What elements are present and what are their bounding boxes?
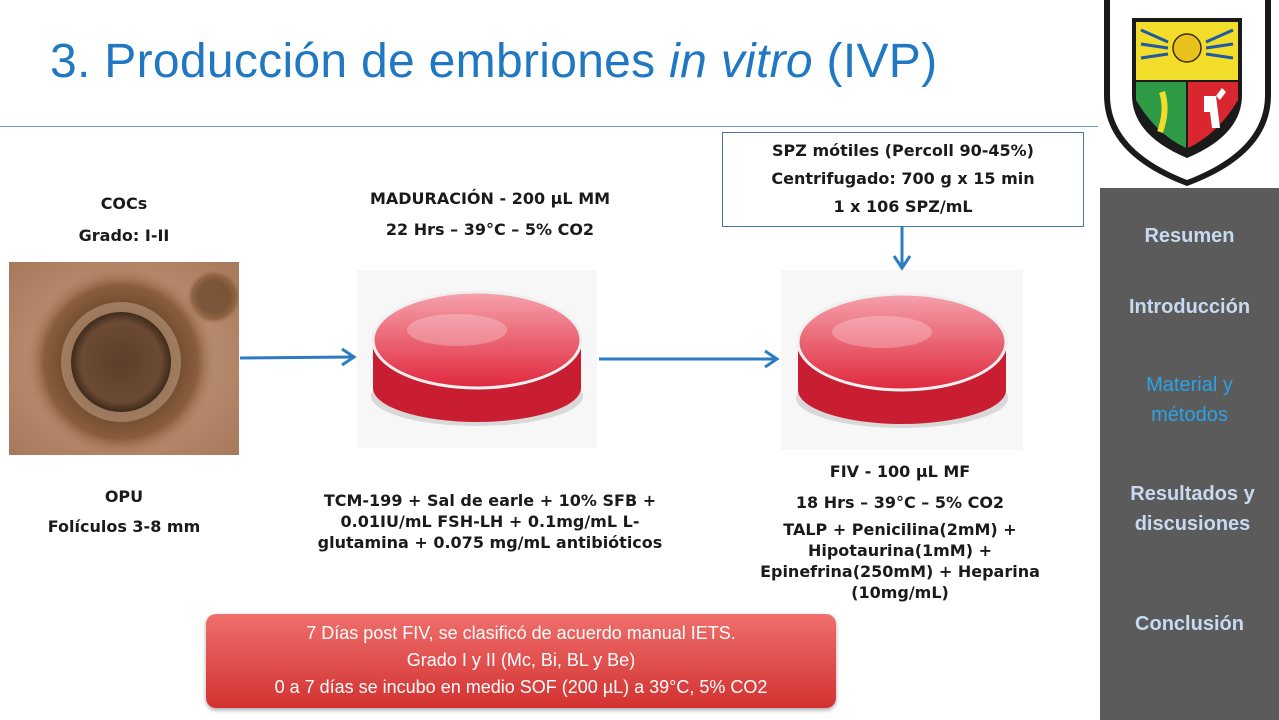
fiv-header: FIV - 100 µL MF 18 Hrs – 39°C – 5% CO2 [720,456,1080,518]
spz-line1: SPZ mótiles (Percoll 90-45%) [772,141,1034,160]
fiv-line2: 18 Hrs – 39°C – 5% CO2 [795,493,1005,512]
arrow-spz-down [892,226,912,271]
nav-item-material-metodos[interactable]: Material y métodos [1146,374,1233,426]
maturation-header: MADURACIÓN - 200 µL MM 22 Hrs – 39°C – 5… [320,183,660,245]
spz-line2: Centrifugado: 700 g x 15 min [771,169,1035,188]
nav-item-introduccion[interactable]: Introducción [1128,296,1251,318]
culture-line1: 7 Días post FIV, se clasificó de acuerdo… [306,623,736,643]
fiv-dish-image [781,270,1023,450]
navigation-sidebar: Resumen Introducción Material y métodos … [1100,188,1279,720]
arrow-to-maturation [239,347,357,367]
maturation-line1: MADURACIÓN - 200 µL MM [369,189,611,208]
embryo-culture-box: 7 Días post FIV, se clasificó de acuerdo… [206,614,836,708]
title-divider [0,126,1098,127]
opu-label: OPU [104,487,144,506]
culture-line3: 0 a 7 días se incubo en medio SOF (200 µ… [274,677,768,697]
title-prefix: 3. Producción de embriones [50,35,670,88]
slide-title: 3. Producción de embriones in vitro (IVP… [50,34,937,89]
arrow-to-fiv [599,349,780,369]
cocs-heading: COCs [100,194,148,213]
maturation-dish-image [357,270,597,448]
fiv-medium: TALP + Penicilina(2mM) + Hipotaurina(1mM… [725,519,1075,603]
sperm-prep-box: SPZ mótiles (Percoll 90-45%) Centrifugad… [722,132,1084,227]
spz-line3: 1 x 106 SPZ/mL [833,197,973,216]
fiv-line1: FIV - 100 µL MF [829,462,971,481]
nav-item-conclusion[interactable]: Conclusión [1135,613,1244,635]
fiv-medium-text: TALP + Penicilina(2mM) + Hipotaurina(1mM… [760,520,1040,602]
title-italic: in vitro [669,35,813,88]
maturation-line2: 22 Hrs – 39°C – 5% CO2 [385,220,595,239]
cocs-grade: Grado: I-II [78,226,170,245]
nav-item-resumen[interactable]: Resumen [1144,225,1235,247]
title-suffix: (IVP) [812,35,938,88]
cocs-header: COCs Grado: I-II [9,188,239,252]
follicles-label: Folículos 3-8 mm [47,517,201,536]
opu-info: OPU Folículos 3-8 mm [9,482,239,542]
culture-line2: Grado I y II (Mc, Bi, BL y Be) [406,650,636,670]
maturation-medium: TCM-199 + Sal de earle + 10% SFB + 0.01I… [305,490,675,553]
university-seal-logo [1096,0,1279,188]
maturation-medium-text: TCM-199 + Sal de earle + 10% SFB + 0.01I… [317,491,663,552]
oocyte-photo [9,262,239,455]
nav-item-resultados[interactable]: Resultados y discusiones [1130,483,1255,535]
